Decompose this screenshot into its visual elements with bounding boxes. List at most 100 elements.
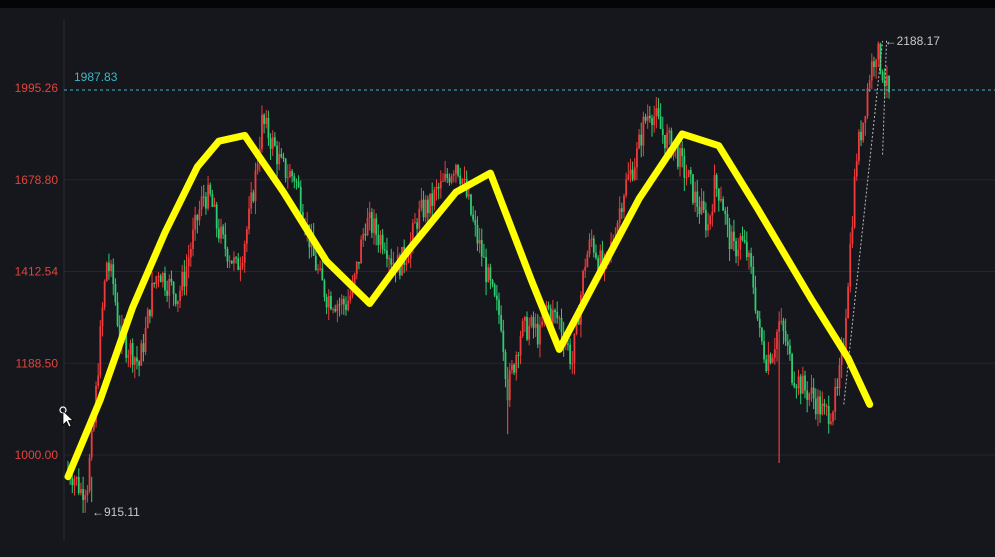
candle-body xyxy=(750,253,753,267)
candle-body xyxy=(627,174,630,180)
candle-body xyxy=(633,167,636,180)
candle-body xyxy=(84,495,87,500)
candle-body xyxy=(455,164,457,174)
candle-body xyxy=(584,266,587,271)
candle-body xyxy=(875,59,878,68)
candle-body xyxy=(711,211,714,216)
candle-body xyxy=(146,309,149,328)
candle-body xyxy=(286,177,289,179)
candle-body xyxy=(368,212,371,218)
candle-body xyxy=(793,382,796,387)
candle-body xyxy=(248,208,250,230)
candle-body xyxy=(271,137,274,149)
candle-body xyxy=(853,176,856,228)
candle-body xyxy=(222,226,225,235)
candle-body xyxy=(799,376,802,394)
candle-body xyxy=(386,250,388,259)
candle-body xyxy=(254,170,257,202)
candle-body xyxy=(99,326,102,376)
candle-body xyxy=(192,229,194,249)
candle-body xyxy=(265,117,268,124)
candle-body xyxy=(511,364,513,371)
candle-body xyxy=(364,233,367,236)
candle-body xyxy=(653,116,656,126)
candle-body xyxy=(549,308,552,323)
candle-body xyxy=(375,218,378,235)
candle-body xyxy=(590,238,593,240)
candle-body xyxy=(273,137,276,146)
candle-body xyxy=(651,118,653,126)
candle-body xyxy=(560,317,563,333)
candle-body xyxy=(782,320,785,332)
candle-body xyxy=(528,325,531,340)
candle-body xyxy=(819,396,821,415)
candle-body xyxy=(569,344,572,364)
candle-body xyxy=(825,406,828,408)
candle-body xyxy=(530,316,533,326)
candle-body xyxy=(554,310,556,312)
candle-body xyxy=(567,343,569,345)
candle-body xyxy=(795,386,798,389)
candle-body xyxy=(278,154,281,165)
candle-body xyxy=(883,80,886,86)
chart-annotations: 1987.83 ←915.11 ←2188.17 xyxy=(64,34,995,519)
candle-body xyxy=(353,274,356,285)
candle-body xyxy=(888,75,890,93)
candle-body xyxy=(625,179,628,196)
candle-body xyxy=(431,193,434,206)
candle-body xyxy=(597,258,600,271)
candle-body xyxy=(513,364,515,373)
candle-body xyxy=(338,304,341,306)
candle-body xyxy=(198,209,201,221)
candle-body xyxy=(370,212,373,233)
candle-body xyxy=(144,327,147,353)
candle-body xyxy=(470,194,472,215)
candle-body xyxy=(114,283,117,303)
candle-body xyxy=(638,134,640,149)
candle-body xyxy=(685,177,688,179)
candle-body xyxy=(116,302,119,326)
candle-body xyxy=(536,323,539,345)
candle-body xyxy=(332,309,334,311)
candle-body xyxy=(429,193,431,214)
candle-body xyxy=(804,375,806,391)
candle-body xyxy=(110,264,112,272)
candle-body xyxy=(666,132,668,149)
candle-body xyxy=(101,307,104,327)
candle-body xyxy=(442,180,444,182)
candle-body xyxy=(133,357,136,365)
candle-body xyxy=(743,240,746,242)
candle-body xyxy=(452,173,455,176)
candle-body xyxy=(545,305,548,311)
candle-body xyxy=(502,330,505,352)
candle-body xyxy=(707,224,709,231)
candle-body xyxy=(556,311,559,319)
candle-body xyxy=(418,208,421,229)
candle-body xyxy=(228,260,231,262)
candle-body xyxy=(213,204,216,207)
candle-body xyxy=(189,248,192,258)
candle-body xyxy=(821,403,824,415)
candle-body xyxy=(164,272,166,291)
candle-body xyxy=(737,249,740,257)
candle-body xyxy=(282,157,285,159)
candle-body xyxy=(166,290,169,296)
candle-body xyxy=(459,175,462,184)
candle-body xyxy=(237,258,240,270)
candle-body xyxy=(215,204,218,229)
candle-body xyxy=(687,170,690,178)
candle-body xyxy=(233,257,235,264)
candle-body xyxy=(873,61,875,68)
candle-body xyxy=(862,122,865,141)
candle-body xyxy=(187,257,190,267)
candle-body xyxy=(82,489,84,500)
candle-body xyxy=(786,341,789,346)
candle-body xyxy=(433,189,436,206)
candle-body xyxy=(181,271,184,291)
candle-body xyxy=(293,176,296,182)
candle-body xyxy=(97,375,100,387)
candle-body xyxy=(582,270,584,296)
candle-body xyxy=(483,256,485,258)
candle-body xyxy=(763,341,765,360)
